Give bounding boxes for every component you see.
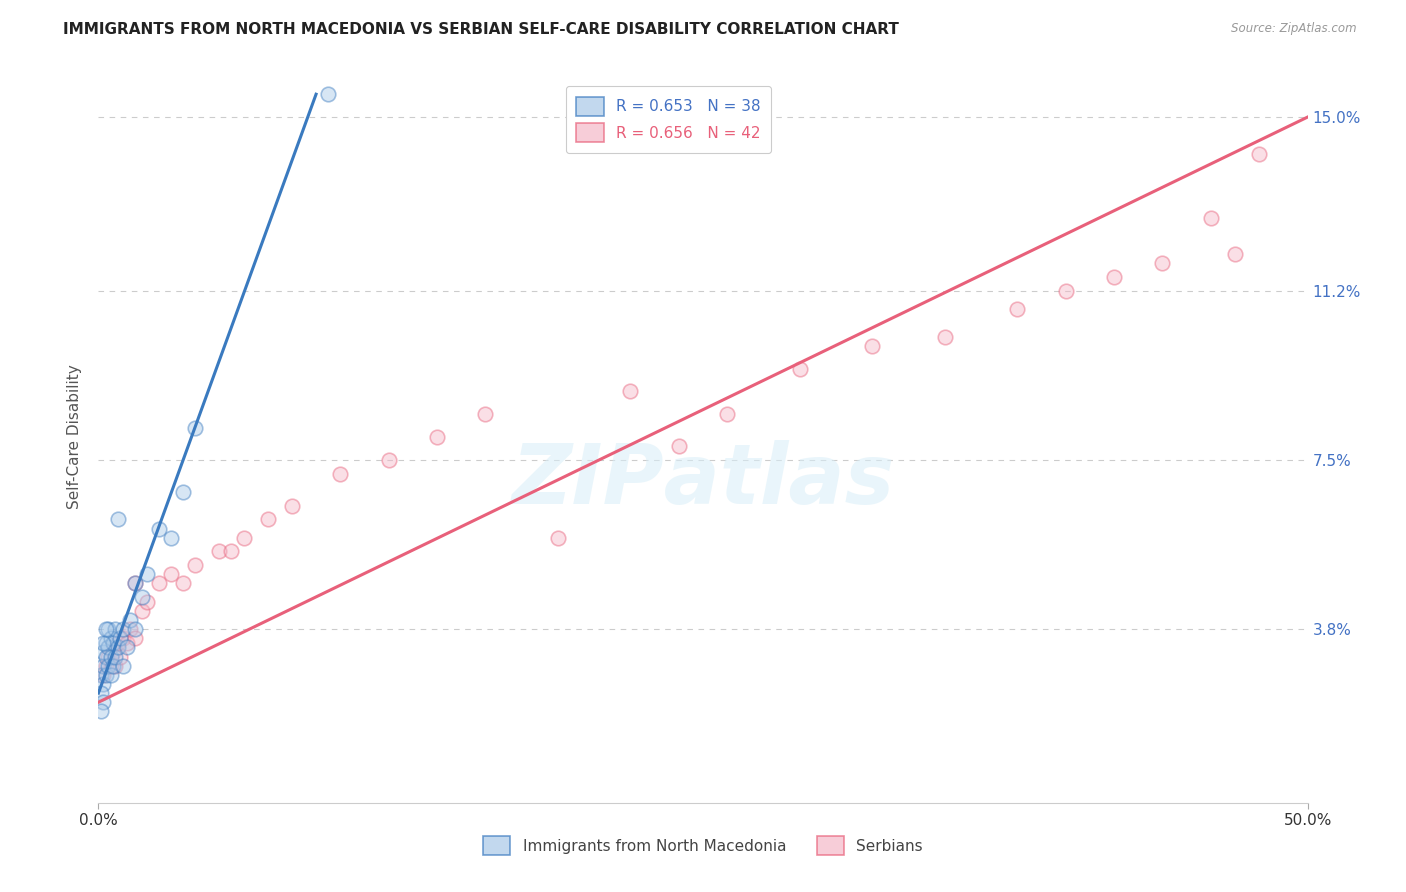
Point	[1102, 270, 1125, 285]
Point	[426, 430, 449, 444]
Point	[111, 632, 134, 646]
Point	[1223, 247, 1246, 261]
Point	[124, 576, 146, 591]
Point	[789, 361, 811, 376]
Point	[91, 677, 114, 691]
Point	[281, 499, 304, 513]
Point	[97, 640, 120, 655]
Point	[101, 645, 124, 659]
Point	[124, 632, 146, 646]
Point	[90, 667, 112, 681]
Point	[860, 338, 883, 352]
Point	[131, 604, 153, 618]
Legend: Immigrants from North Macedonia, Serbians: Immigrants from North Macedonia, Serbian…	[477, 830, 929, 861]
Point	[172, 576, 194, 591]
Point	[94, 622, 117, 636]
Point	[91, 695, 114, 709]
Point	[1007, 302, 1029, 317]
Point	[104, 649, 127, 664]
Point	[1152, 256, 1174, 270]
Point	[91, 658, 114, 673]
Point	[124, 576, 146, 591]
Point	[94, 658, 117, 673]
Point	[172, 485, 194, 500]
Y-axis label: Self-Care Disability: Self-Care Disability	[67, 365, 83, 509]
Point	[377, 453, 399, 467]
Point	[90, 686, 112, 700]
Point	[91, 636, 114, 650]
Point	[329, 467, 352, 481]
Point	[148, 576, 170, 591]
Point	[184, 558, 207, 573]
Point	[208, 544, 231, 558]
Point	[148, 521, 170, 535]
Point	[100, 632, 122, 646]
Point	[619, 384, 641, 399]
Point	[111, 622, 134, 636]
Point	[108, 632, 131, 646]
Point	[107, 636, 129, 650]
Point	[256, 512, 278, 526]
Point	[232, 531, 254, 545]
Text: Source: ZipAtlas.com: Source: ZipAtlas.com	[1232, 22, 1357, 36]
Point	[91, 667, 114, 681]
Point	[94, 667, 117, 681]
Point	[117, 640, 139, 655]
Point	[160, 531, 183, 545]
Point	[1054, 284, 1077, 298]
Point	[135, 567, 157, 582]
Point	[107, 512, 129, 526]
Point	[107, 640, 129, 655]
Point	[90, 705, 112, 719]
Point	[221, 544, 243, 558]
Point	[97, 622, 120, 636]
Point	[547, 531, 569, 545]
Point	[184, 421, 207, 435]
Point	[474, 407, 496, 421]
Text: IMMIGRANTS FROM NORTH MACEDONIA VS SERBIAN SELF-CARE DISABILITY CORRELATION CHAR: IMMIGRANTS FROM NORTH MACEDONIA VS SERBI…	[63, 22, 900, 37]
Point	[97, 649, 120, 664]
Point	[117, 636, 139, 650]
Point	[716, 407, 738, 421]
Point	[111, 658, 134, 673]
Point	[101, 658, 124, 673]
Point	[104, 658, 127, 673]
Point	[1249, 146, 1271, 161]
Point	[124, 622, 146, 636]
Point	[100, 649, 122, 664]
Point	[131, 590, 153, 604]
Point	[97, 658, 120, 673]
Point	[101, 636, 124, 650]
Point	[104, 622, 127, 636]
Point	[100, 658, 122, 673]
Point	[135, 595, 157, 609]
Text: ZIP​atlas: ZIP​atlas	[512, 441, 894, 522]
Point	[1199, 211, 1222, 225]
Point	[94, 636, 117, 650]
Point	[118, 613, 141, 627]
Point	[91, 645, 114, 659]
Point	[316, 87, 339, 102]
Point	[118, 622, 141, 636]
Point	[108, 649, 131, 664]
Point	[100, 667, 122, 681]
Point	[94, 649, 117, 664]
Point	[160, 567, 183, 582]
Point	[668, 439, 690, 453]
Point	[934, 329, 956, 343]
